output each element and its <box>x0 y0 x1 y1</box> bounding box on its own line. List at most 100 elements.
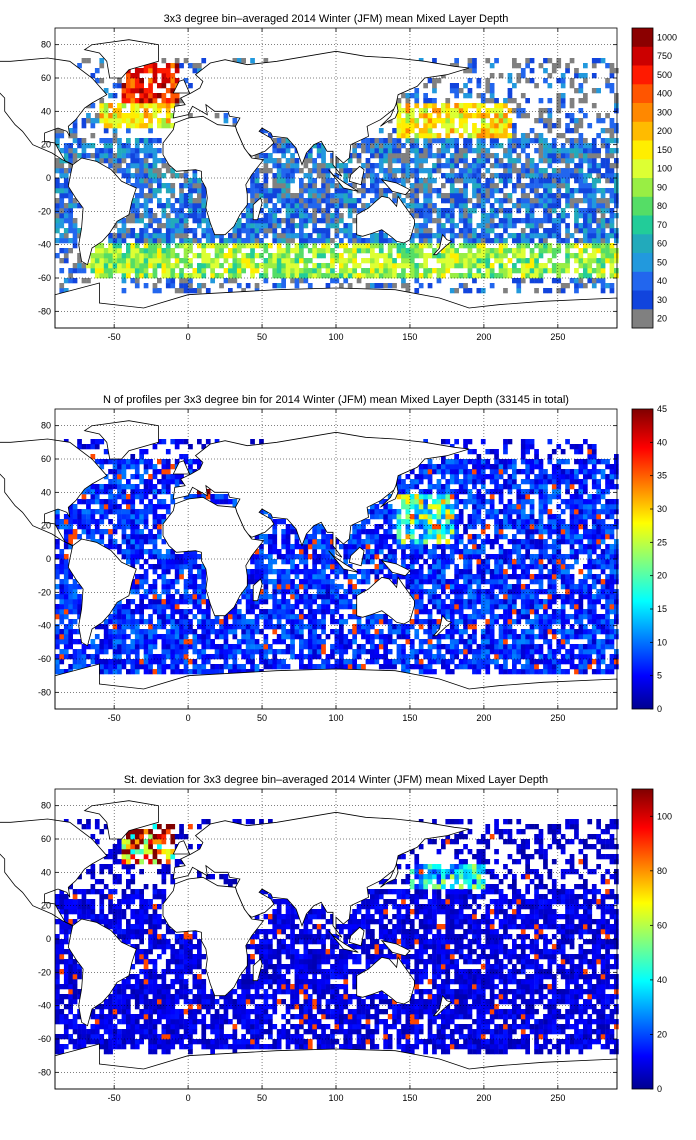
cell <box>458 574 464 580</box>
cell <box>290 168 295 174</box>
cell <box>405 253 411 259</box>
cell <box>551 654 557 660</box>
cell <box>396 118 402 124</box>
cell <box>409 649 415 655</box>
cell <box>59 569 65 575</box>
cell <box>281 634 286 640</box>
cell <box>427 103 433 109</box>
cell <box>299 569 304 575</box>
cell <box>489 153 495 159</box>
cell <box>467 579 473 585</box>
cell <box>236 649 242 655</box>
cell <box>480 188 486 194</box>
cell <box>507 594 513 600</box>
cell <box>609 68 615 74</box>
cell <box>223 659 229 665</box>
cell <box>454 178 459 184</box>
cell <box>489 599 495 605</box>
cell <box>321 649 326 655</box>
cell <box>551 168 557 174</box>
cell <box>498 188 504 194</box>
cell <box>516 143 522 149</box>
cell <box>352 148 357 154</box>
cell <box>392 664 397 670</box>
cell <box>201 193 207 199</box>
cell <box>583 283 588 289</box>
cell <box>569 253 575 259</box>
cell <box>197 218 202 224</box>
cell <box>174 619 180 625</box>
cell <box>263 614 269 620</box>
cell <box>449 258 455 264</box>
cell <box>223 619 229 625</box>
cell <box>254 579 260 585</box>
cell <box>396 98 402 104</box>
cell <box>418 213 424 219</box>
cell <box>427 614 433 620</box>
cell <box>414 98 420 104</box>
cell <box>281 143 286 149</box>
cell <box>485 58 491 64</box>
cell <box>583 268 588 274</box>
cell <box>254 198 260 204</box>
cell <box>560 78 566 84</box>
cell <box>365 629 371 635</box>
cell <box>77 258 82 264</box>
cell <box>94 243 100 249</box>
cell <box>600 208 606 214</box>
cell <box>467 644 473 650</box>
cell <box>112 253 118 259</box>
cell <box>183 283 189 289</box>
cell <box>330 629 335 635</box>
cell <box>68 218 73 224</box>
cell <box>321 579 326 585</box>
cell <box>614 614 619 620</box>
cell <box>303 564 309 570</box>
cell <box>560 143 566 149</box>
cell <box>214 273 220 279</box>
cell <box>330 599 335 605</box>
cell <box>583 574 588 580</box>
cell <box>299 198 304 204</box>
cell <box>250 599 255 605</box>
cell <box>547 248 553 254</box>
cell <box>68 574 73 580</box>
cell <box>161 123 167 129</box>
cell <box>259 629 264 635</box>
cell <box>432 188 437 194</box>
cell <box>551 223 557 229</box>
cell <box>409 639 415 645</box>
cell <box>578 163 584 169</box>
cell <box>587 158 593 164</box>
cell <box>480 644 486 650</box>
cell <box>334 664 340 670</box>
cell <box>529 128 535 134</box>
cell <box>307 594 313 600</box>
cell <box>299 238 304 244</box>
cell <box>472 649 477 655</box>
cell <box>605 143 610 149</box>
cell <box>339 644 344 650</box>
cell <box>232 649 238 655</box>
cell <box>245 258 251 264</box>
cell <box>560 98 566 104</box>
cell <box>126 168 131 174</box>
cell <box>547 198 553 204</box>
cell <box>197 193 202 199</box>
cell <box>174 253 180 259</box>
cell <box>574 268 579 274</box>
cell <box>414 574 420 580</box>
cell <box>556 173 562 179</box>
cell <box>312 198 317 204</box>
cell <box>165 283 171 289</box>
cell <box>423 138 428 144</box>
cell <box>307 599 313 605</box>
cell <box>121 218 127 224</box>
cell <box>307 168 313 174</box>
cell <box>494 569 499 575</box>
cell <box>276 619 282 625</box>
cell <box>347 659 353 665</box>
cell <box>423 123 428 129</box>
cell <box>174 263 180 269</box>
cell <box>503 629 508 635</box>
